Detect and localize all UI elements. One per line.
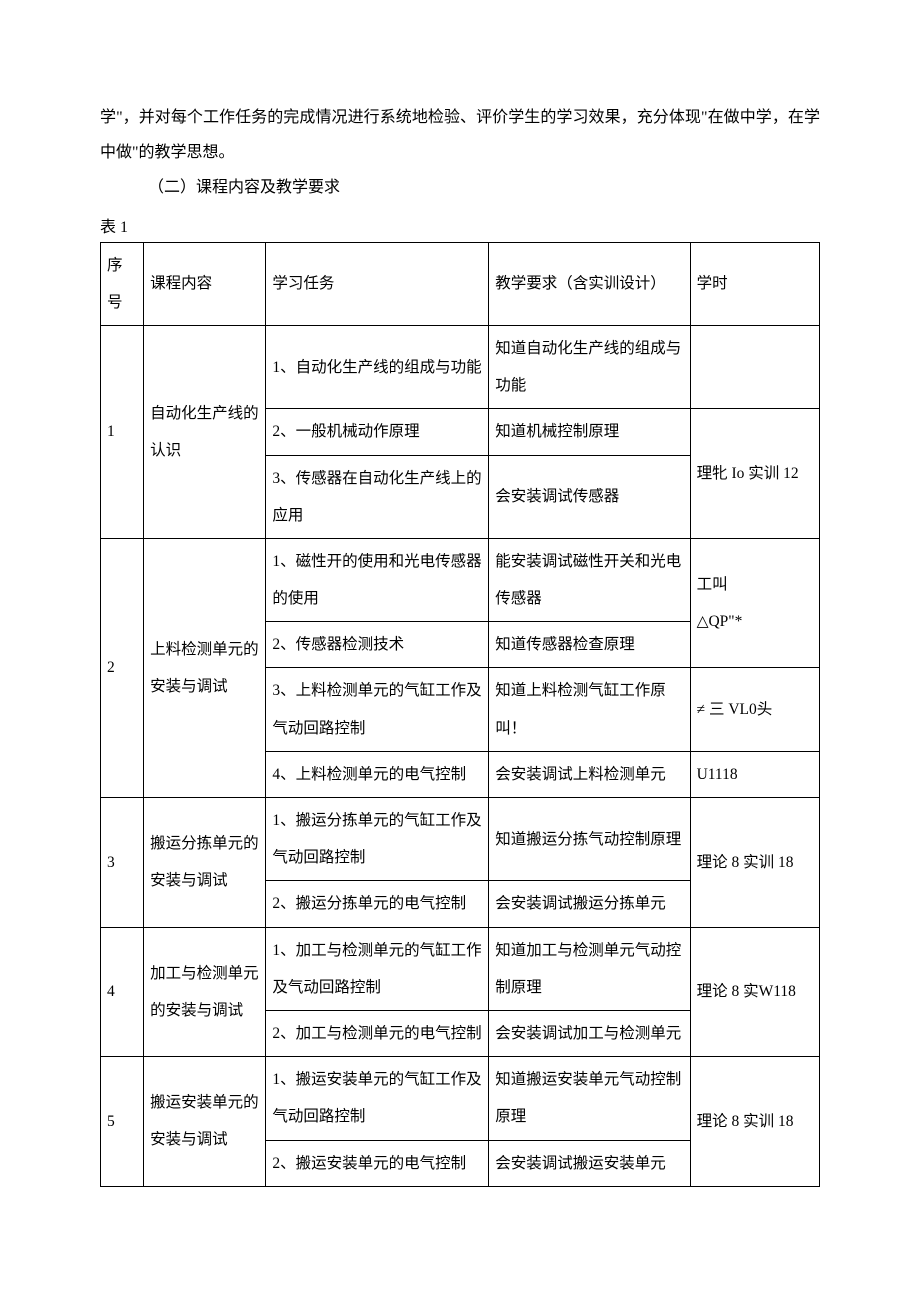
cell-task: 1、搬运安装单元的气缸工作及气动回路控制: [266, 1057, 489, 1140]
cell-seq: 5: [101, 1057, 144, 1187]
cell-task: 1、自动化生产线的组成与功能: [266, 325, 489, 408]
cell-req: 知道机械控制原理: [489, 409, 690, 455]
cell-hours: 理牝 Io 实训 12: [690, 409, 819, 539]
cell-req: 知道上料检测气缸工作原叫！: [489, 668, 690, 751]
header-hours: 学时: [690, 242, 819, 325]
cell-hours: U1118: [690, 751, 819, 797]
section-heading: （二）课程内容及教学要求: [100, 170, 820, 205]
cell-task: 2、加工与检测单元的电气控制: [266, 1010, 489, 1056]
cell-task: 1、加工与检测单元的气缸工作及气动回路控制: [266, 927, 489, 1010]
cell-req: 会安装调试加工与检测单元: [489, 1010, 690, 1056]
cell-task: 2、一般机械动作原理: [266, 409, 489, 455]
cell-task: 2、搬运分拣单元的电气控制: [266, 881, 489, 927]
cell-seq: 1: [101, 325, 144, 538]
cell-course: 搬运安装单元的安装与调试: [144, 1057, 266, 1187]
header-req: 教学要求（含实训设计）: [489, 242, 690, 325]
table-row: 4 加工与检测单元的安装与调试 1、加工与检测单元的气缸工作及气动回路控制 知道…: [101, 927, 820, 1010]
cell-task: 3、上料检测单元的气缸工作及气动回路控制: [266, 668, 489, 751]
header-task: 学习任务: [266, 242, 489, 325]
cell-hours: 理论 8 实W118: [690, 927, 819, 1057]
header-course: 课程内容: [144, 242, 266, 325]
table-row: 3 搬运分拣单元的安装与调试 1、搬运分拣单元的气缸工作及气动回路控制 知道搬运…: [101, 798, 820, 881]
cell-course: 搬运分拣单元的安装与调试: [144, 798, 266, 928]
cell-req: 知道传感器检查原理: [489, 622, 690, 668]
cell-req: 会安装调试上料检测单元: [489, 751, 690, 797]
cell-seq: 2: [101, 538, 144, 797]
cell-hours: 理论 8 实训 18: [690, 1057, 819, 1187]
cell-hours: ≠ 三 VL0头: [690, 668, 819, 751]
cell-course: 自动化生产线的认识: [144, 325, 266, 538]
table-label: 表 1: [100, 216, 820, 240]
cell-task: 4、上料检测单元的电气控制: [266, 751, 489, 797]
header-seq: 序号: [101, 242, 144, 325]
cell-task: 2、传感器检测技术: [266, 622, 489, 668]
cell-course: 加工与检测单元的安装与调试: [144, 927, 266, 1057]
cell-req: 知道加工与检测单元气动控制原理: [489, 927, 690, 1010]
cell-hours: [690, 325, 819, 408]
cell-seq: 3: [101, 798, 144, 928]
cell-req: 能安装调试磁性开关和光电传感器: [489, 538, 690, 621]
cell-req: 会安装调试搬运分拣单元: [489, 881, 690, 927]
cell-req: 知道自动化生产线的组成与功能: [489, 325, 690, 408]
intro-paragraph: 学"，并对每个工作任务的完成情况进行系统地检验、评价学生的学习效果，充分体现"在…: [100, 100, 820, 170]
cell-task: 1、磁性开的使用和光电传感器的使用: [266, 538, 489, 621]
cell-req: 知道搬运安装单元气动控制原理: [489, 1057, 690, 1140]
table-row: 2 上料检测单元的安装与调试 1、磁性开的使用和光电传感器的使用 能安装调试磁性…: [101, 538, 820, 621]
cell-task: 2、搬运安装单元的电气控制: [266, 1140, 489, 1186]
cell-hours: 工叫 △QP"*: [690, 538, 819, 668]
cell-seq: 4: [101, 927, 144, 1057]
table-header-row: 序号 课程内容 学习任务 教学要求（含实训设计） 学时: [101, 242, 820, 325]
cell-course: 上料检测单元的安装与调试: [144, 538, 266, 797]
cell-req: 知道搬运分拣气动控制原理: [489, 798, 690, 881]
curriculum-table: 序号 课程内容 学习任务 教学要求（含实训设计） 学时 1 自动化生产线的认识 …: [100, 242, 820, 1187]
cell-hours: 理论 8 实训 18: [690, 798, 819, 928]
table-row: 1 自动化生产线的认识 1、自动化生产线的组成与功能 知道自动化生产线的组成与功…: [101, 325, 820, 408]
cell-req: 会安装调试搬运安装单元: [489, 1140, 690, 1186]
table-row: 5 搬运安装单元的安装与调试 1、搬运安装单元的气缸工作及气动回路控制 知道搬运…: [101, 1057, 820, 1140]
cell-req: 会安装调试传感器: [489, 455, 690, 538]
cell-task: 3、传感器在自动化生产线上的应用: [266, 455, 489, 538]
cell-task: 1、搬运分拣单元的气缸工作及气动回路控制: [266, 798, 489, 881]
